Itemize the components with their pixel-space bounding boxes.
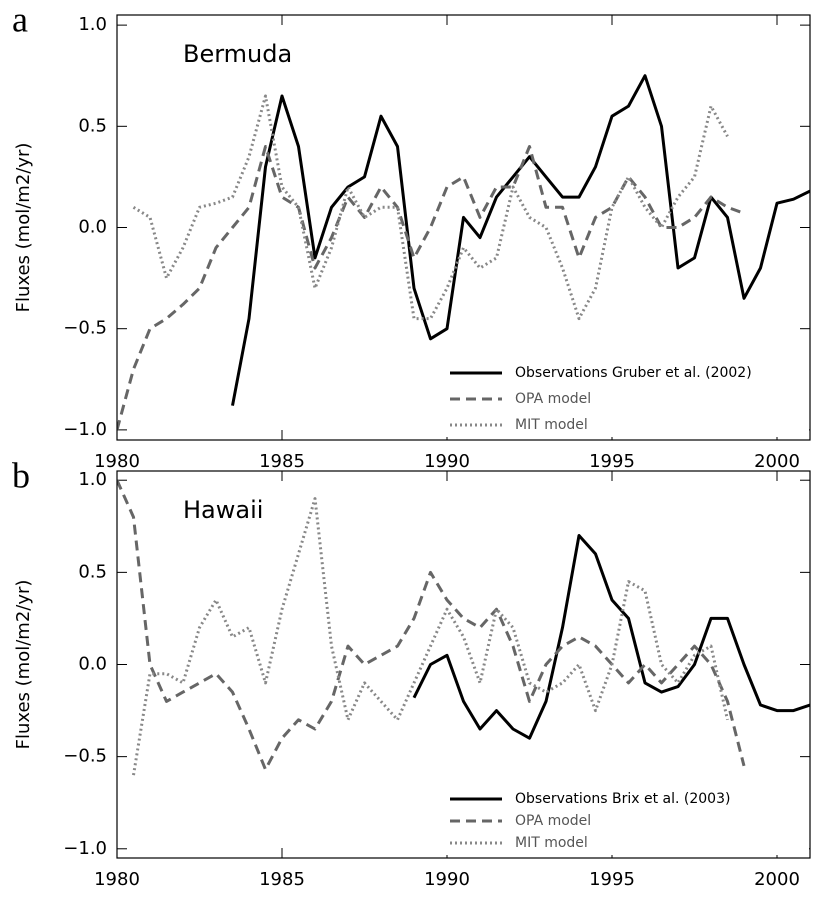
legend-label: MIT model <box>515 835 588 851</box>
series-line <box>231 74 810 406</box>
y-tick-label: 0.5 <box>78 115 107 136</box>
x-tick-label: 2000 <box>754 869 800 890</box>
x-tick-label: 1995 <box>589 451 635 472</box>
series-line <box>412 534 810 740</box>
panel-label: a <box>12 0 28 39</box>
panel-title: Bermuda <box>183 40 292 68</box>
plot-frame <box>116 470 811 859</box>
y-tick-label: 0.0 <box>78 217 107 238</box>
y-axis-label: Fluxes (mol/m2/yr) <box>13 143 34 313</box>
y-tick-label: 0.0 <box>78 654 107 675</box>
panel-title: Hawaii <box>183 496 263 524</box>
y-tick-label: −1.0 <box>63 838 107 859</box>
series-line <box>132 497 729 776</box>
x-tick-label: 1985 <box>259 451 305 472</box>
x-tick-label: 1990 <box>424 869 470 890</box>
legend: Observations Gruber et al. (2002) OPA mod… <box>440 359 809 437</box>
x-tick-label: 2000 <box>754 451 800 472</box>
x-tick-label: 1980 <box>94 451 140 472</box>
y-tick-label: 1.0 <box>78 469 107 490</box>
series-line <box>117 479 746 771</box>
x-tick-label: 1980 <box>94 869 140 890</box>
panel: b Hawaii Fluxes (mol/m2/yr) −1.0 −0.5 0.0 0.5 1… <box>12 455 811 890</box>
y-axis-label: Fluxes (mol/m2/yr) <box>13 580 34 750</box>
panel-label: b <box>12 455 30 495</box>
y-tick-label: −0.5 <box>63 746 107 767</box>
panel: a Bermuda Fluxes (mol/m2/yr) −1.0 −0.5 0.0 0.5… <box>12 0 811 472</box>
y-tick-label: −0.5 <box>63 318 107 339</box>
legend-label: Observations Gruber et al. (2002) <box>515 365 752 381</box>
y-tick-label: 0.5 <box>78 561 107 582</box>
x-tick-label: 1995 <box>589 869 635 890</box>
plot-frame <box>116 14 811 441</box>
y-tick-label: −1.0 <box>63 419 107 440</box>
legend-label: OPA model <box>515 391 591 407</box>
legend: Observations Brix et al. (2003) OPA model… <box>440 785 809 855</box>
y-tick-label: 1.0 <box>78 14 107 35</box>
x-tick-label: 1985 <box>259 869 305 890</box>
legend-label: MIT model <box>515 417 588 433</box>
legend-label: Observations Brix et al. (2003) <box>515 791 730 807</box>
legend-label: OPA model <box>515 813 591 829</box>
series-line <box>132 94 729 321</box>
x-tick-label: 1990 <box>424 451 470 472</box>
